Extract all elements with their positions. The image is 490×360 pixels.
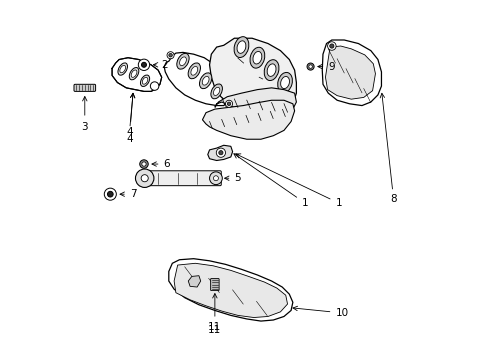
- Text: 4: 4: [126, 93, 135, 137]
- Ellipse shape: [142, 77, 148, 84]
- Polygon shape: [169, 259, 293, 321]
- Ellipse shape: [278, 72, 293, 93]
- Text: 4: 4: [126, 134, 133, 144]
- Circle shape: [225, 100, 233, 107]
- Polygon shape: [112, 58, 162, 91]
- Ellipse shape: [199, 73, 212, 89]
- Ellipse shape: [214, 87, 220, 95]
- Ellipse shape: [188, 63, 200, 79]
- Polygon shape: [215, 88, 296, 116]
- Circle shape: [167, 52, 174, 59]
- Text: 10: 10: [293, 306, 348, 318]
- Polygon shape: [208, 145, 233, 161]
- Text: 7: 7: [120, 189, 136, 199]
- Polygon shape: [325, 46, 375, 99]
- Text: 9: 9: [318, 62, 335, 72]
- Polygon shape: [188, 276, 201, 287]
- Circle shape: [330, 44, 334, 48]
- Text: 3: 3: [81, 122, 88, 131]
- Ellipse shape: [120, 66, 125, 73]
- Ellipse shape: [264, 60, 279, 81]
- Polygon shape: [164, 53, 231, 105]
- Polygon shape: [202, 100, 294, 139]
- Polygon shape: [322, 40, 381, 105]
- FancyBboxPatch shape: [74, 84, 96, 91]
- Circle shape: [150, 82, 159, 90]
- Ellipse shape: [191, 67, 197, 75]
- Circle shape: [104, 188, 116, 200]
- Circle shape: [328, 42, 336, 50]
- Circle shape: [307, 63, 314, 70]
- Ellipse shape: [234, 37, 249, 58]
- Text: 1: 1: [234, 154, 308, 208]
- Text: 2: 2: [153, 60, 169, 70]
- Polygon shape: [210, 38, 296, 114]
- Ellipse shape: [131, 70, 137, 77]
- Circle shape: [142, 62, 147, 67]
- Text: 11: 11: [208, 294, 221, 332]
- Text: 1: 1: [236, 154, 342, 208]
- Text: 11: 11: [208, 325, 221, 335]
- FancyBboxPatch shape: [145, 171, 221, 186]
- Circle shape: [214, 176, 219, 181]
- Circle shape: [219, 150, 223, 155]
- Ellipse shape: [250, 47, 265, 68]
- Text: 8: 8: [380, 93, 397, 204]
- Ellipse shape: [118, 63, 127, 75]
- Circle shape: [140, 160, 148, 168]
- Circle shape: [227, 102, 231, 105]
- FancyBboxPatch shape: [211, 279, 219, 291]
- Circle shape: [107, 192, 113, 197]
- Ellipse shape: [211, 84, 222, 99]
- Ellipse shape: [179, 57, 186, 66]
- Text: 6: 6: [152, 159, 170, 169]
- Ellipse shape: [281, 76, 290, 89]
- Circle shape: [210, 172, 222, 185]
- Circle shape: [138, 59, 149, 71]
- Text: 5: 5: [224, 173, 241, 183]
- Ellipse shape: [237, 41, 246, 53]
- Ellipse shape: [253, 51, 262, 64]
- Circle shape: [141, 175, 148, 182]
- Ellipse shape: [267, 64, 276, 76]
- Ellipse shape: [177, 53, 189, 69]
- Ellipse shape: [202, 76, 209, 85]
- Circle shape: [142, 162, 146, 166]
- Polygon shape: [174, 263, 288, 318]
- Circle shape: [169, 54, 172, 57]
- Ellipse shape: [141, 75, 149, 86]
- Circle shape: [135, 169, 154, 188]
- Circle shape: [309, 65, 312, 68]
- Circle shape: [216, 148, 225, 157]
- Ellipse shape: [129, 68, 139, 80]
